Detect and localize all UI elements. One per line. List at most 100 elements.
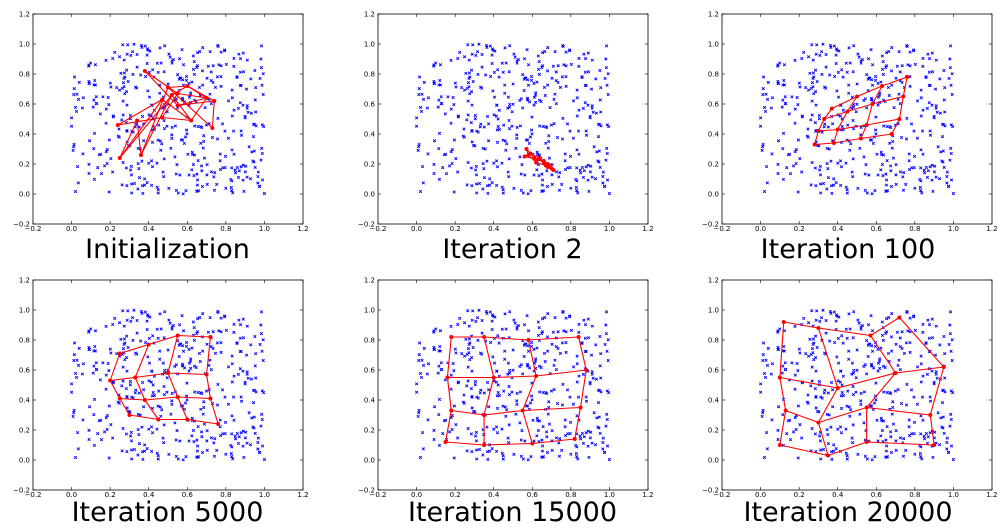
sample-point xyxy=(798,423,802,427)
sample-point xyxy=(776,81,781,86)
sample-point xyxy=(215,75,220,79)
sample-point xyxy=(832,310,836,314)
sample-point xyxy=(484,73,488,77)
sample-point xyxy=(219,74,223,79)
sample-point xyxy=(815,309,819,313)
sample-point xyxy=(888,430,893,434)
sample-point xyxy=(898,170,903,174)
sample-point xyxy=(195,455,199,459)
sample-point xyxy=(158,46,162,50)
sample-point xyxy=(885,390,889,395)
sample-point xyxy=(908,74,912,79)
sample-point xyxy=(453,81,457,85)
sample-point xyxy=(797,347,801,351)
sample-point xyxy=(889,69,894,73)
panel-iteration-20000: −0.2 0.0 0.2 0.4 0.6 0.8 1.0 1.2 −0.2 0.0 0.2 0.4 0.… xyxy=(689,266,1007,531)
sample-point xyxy=(476,72,480,77)
sample-point xyxy=(253,334,257,339)
grid-edge xyxy=(818,128,838,132)
sample-point xyxy=(217,329,221,333)
sample-point xyxy=(542,85,547,90)
sample-point xyxy=(469,68,474,72)
sample-point xyxy=(184,128,189,132)
grid-edge xyxy=(109,380,121,399)
sample-point xyxy=(780,105,784,109)
panel-iteration-15000: −0.2 0.0 0.2 0.4 0.6 0.8 1.0 1.2 −0.2 0.0 0.2 0.4 0.… xyxy=(345,266,680,531)
sample-point xyxy=(526,192,530,196)
sample-point xyxy=(129,53,133,57)
sample-point xyxy=(137,391,141,395)
sample-point xyxy=(879,152,884,157)
sample-point xyxy=(487,405,491,409)
sample-point xyxy=(876,369,880,373)
plot: −0.2 0.0 0.2 0.4 0.6 0.8 1.0 1.2−0.20.00.20.40.… xyxy=(702,277,998,500)
sample-point xyxy=(98,378,102,382)
sample-point xyxy=(540,449,545,453)
sample-point xyxy=(492,361,497,365)
sample-point xyxy=(475,129,479,133)
sample-point xyxy=(522,57,527,61)
sample-point xyxy=(581,175,586,180)
y-tick-label: 1.2 xyxy=(708,11,719,19)
sample-point xyxy=(897,358,901,362)
sample-point xyxy=(72,352,76,357)
sample-point xyxy=(482,167,486,171)
sample-point xyxy=(518,421,522,425)
sample-point xyxy=(557,188,562,192)
sample-point xyxy=(796,138,800,142)
sample-point xyxy=(506,361,510,365)
sample-point xyxy=(456,114,461,118)
sample-point xyxy=(470,140,474,144)
y-tick-label: 1.2 xyxy=(19,11,30,19)
sample-point xyxy=(241,369,245,373)
sample-point xyxy=(224,62,228,67)
sample-point xyxy=(246,376,250,380)
sample-point xyxy=(215,448,219,453)
sample-point xyxy=(456,381,460,385)
sample-point xyxy=(928,83,932,88)
sample-point xyxy=(950,72,954,76)
sample-point xyxy=(105,413,109,418)
sample-point xyxy=(91,105,95,109)
sample-point xyxy=(884,317,889,321)
sample-point xyxy=(758,382,763,386)
sample-point xyxy=(761,352,765,357)
sample-point xyxy=(835,89,839,93)
sample-point xyxy=(818,448,823,452)
sample-point xyxy=(912,314,916,318)
sample-point xyxy=(590,106,594,110)
sample-point xyxy=(156,138,160,142)
sample-point xyxy=(241,178,245,182)
grid-edge xyxy=(135,372,169,379)
sample-point xyxy=(515,325,519,329)
sample-point xyxy=(577,322,581,327)
sample-point xyxy=(223,154,228,159)
sample-point xyxy=(839,406,844,411)
sample-points xyxy=(414,42,612,196)
sample-point xyxy=(920,457,924,461)
sample-point xyxy=(815,345,819,350)
sample-point xyxy=(855,348,859,352)
sample-point xyxy=(202,422,207,426)
sample-point xyxy=(486,457,490,461)
x-tick-label: 0.6 xyxy=(871,491,883,499)
sample-point xyxy=(896,363,900,367)
grid-edge xyxy=(522,406,581,412)
sample-point xyxy=(470,128,474,133)
sample-point xyxy=(596,388,601,392)
sample-point xyxy=(535,152,540,157)
sample-point xyxy=(259,323,263,327)
sample-point xyxy=(230,414,234,418)
grid-edge xyxy=(161,99,192,121)
sample-point xyxy=(854,376,858,380)
sample-point xyxy=(935,376,939,380)
sample-point xyxy=(232,108,236,112)
sample-point xyxy=(518,155,522,159)
sample-point xyxy=(781,147,785,151)
sample-point xyxy=(145,53,149,57)
sample-point xyxy=(155,451,159,455)
sample-point xyxy=(502,123,506,127)
sample-point xyxy=(235,431,239,436)
sample-point xyxy=(817,434,822,438)
sample-point xyxy=(930,178,934,182)
